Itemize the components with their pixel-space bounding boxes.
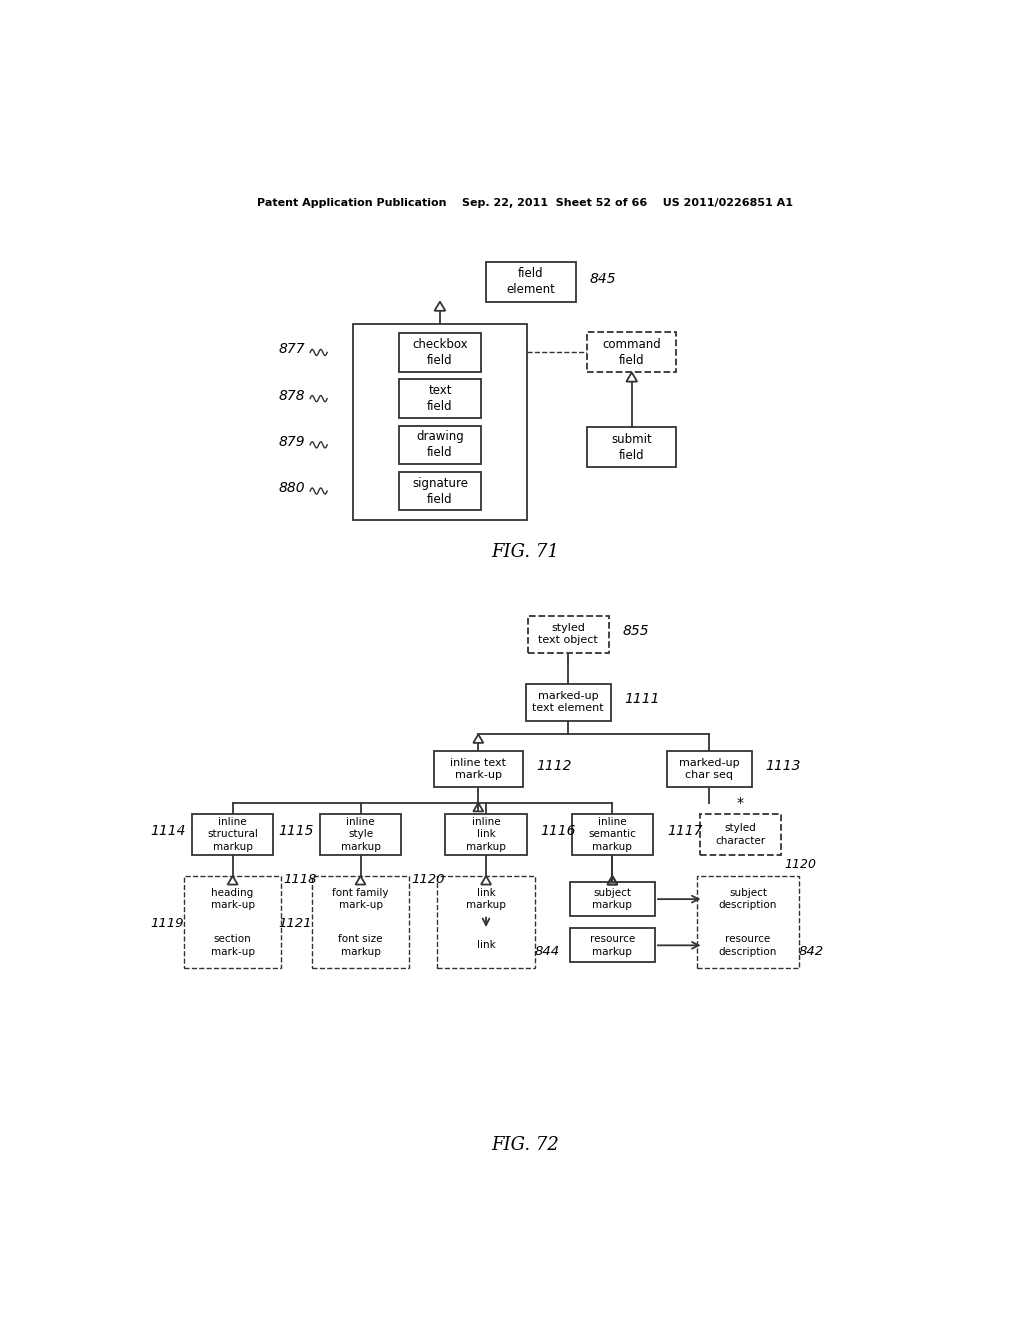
Text: 845: 845	[590, 272, 616, 285]
Text: 844: 844	[535, 945, 560, 958]
Text: 1113: 1113	[766, 759, 802, 774]
Text: 1115: 1115	[279, 825, 313, 838]
Text: inline
structural
markup: inline structural markup	[207, 817, 258, 851]
Text: *: *	[736, 796, 743, 810]
Text: submit
field: submit field	[611, 433, 652, 462]
Bar	[703, 882, 793, 916]
Text: 880: 880	[279, 480, 305, 495]
Text: 1116: 1116	[541, 825, 577, 838]
Text: 1120: 1120	[411, 874, 444, 887]
Bar	[699, 813, 781, 855]
Text: 1120: 1120	[784, 858, 817, 871]
Text: 1112: 1112	[537, 759, 572, 774]
Bar	[443, 928, 528, 962]
Bar	[183, 876, 282, 969]
Bar	[317, 882, 403, 916]
Text: 1121: 1121	[279, 917, 311, 931]
Text: signature
field: signature field	[412, 477, 468, 506]
Text: styled
text object: styled text object	[539, 623, 598, 645]
Bar	[434, 751, 523, 788]
Text: field
element: field element	[507, 267, 555, 296]
Text: subject
markup: subject markup	[593, 888, 632, 911]
Text: font size
markup: font size markup	[338, 935, 383, 957]
Text: 1118: 1118	[283, 874, 316, 887]
Bar	[352, 323, 527, 520]
Text: 1114: 1114	[151, 825, 185, 838]
Bar	[486, 261, 575, 302]
Text: resource
markup: resource markup	[590, 935, 635, 957]
Bar	[569, 882, 655, 916]
Bar	[399, 471, 480, 511]
Text: 1117: 1117	[667, 825, 702, 838]
Text: heading
mark-up: heading mark-up	[211, 888, 255, 911]
Bar	[191, 813, 273, 855]
Text: inline text
mark-up: inline text mark-up	[451, 758, 506, 780]
Bar	[445, 813, 526, 855]
Bar	[527, 615, 609, 653]
Text: marked-up
text element: marked-up text element	[532, 690, 604, 713]
Text: command
field: command field	[602, 338, 662, 367]
Bar	[317, 928, 403, 962]
Text: font family
mark-up: font family mark-up	[332, 888, 389, 911]
Bar	[437, 876, 535, 969]
Bar	[190, 928, 275, 962]
Bar	[569, 928, 655, 962]
Text: resource
description: resource description	[719, 935, 777, 957]
Text: 878: 878	[279, 388, 305, 403]
Text: link: link	[477, 940, 496, 950]
Bar	[703, 928, 793, 962]
Bar	[697, 876, 799, 969]
Text: link
markup: link markup	[466, 888, 506, 911]
Bar	[319, 813, 401, 855]
Text: styled
character: styled character	[715, 824, 765, 846]
Text: subject
description: subject description	[719, 888, 777, 911]
Bar	[525, 684, 611, 721]
Text: checkbox
field: checkbox field	[412, 338, 468, 367]
Text: 842: 842	[799, 945, 824, 958]
Bar	[190, 882, 275, 916]
Bar	[571, 813, 653, 855]
Bar	[667, 751, 752, 788]
Bar	[443, 882, 528, 916]
Bar	[399, 333, 480, 372]
Bar	[399, 379, 480, 418]
Text: 855: 855	[623, 624, 649, 638]
Text: inline
style
markup: inline style markup	[341, 817, 381, 851]
Text: 877: 877	[279, 342, 305, 356]
Text: inline
link
markup: inline link markup	[466, 817, 506, 851]
Text: Patent Application Publication    Sep. 22, 2011  Sheet 52 of 66    US 2011/02268: Patent Application Publication Sep. 22, …	[257, 198, 793, 209]
Text: drawing
field: drawing field	[416, 430, 464, 459]
Bar	[587, 333, 676, 372]
Bar	[311, 876, 410, 969]
Bar	[399, 425, 480, 465]
Text: marked-up
char seq: marked-up char seq	[679, 758, 739, 780]
Text: 1111: 1111	[625, 692, 660, 706]
Bar	[587, 428, 676, 467]
Text: section
mark-up: section mark-up	[211, 935, 255, 957]
Text: text
field: text field	[427, 384, 453, 413]
Text: FIG. 71: FIG. 71	[490, 544, 559, 561]
Text: 1119: 1119	[151, 917, 183, 931]
Text: inline
semantic
markup: inline semantic markup	[589, 817, 636, 851]
Text: FIG. 72: FIG. 72	[490, 1137, 559, 1154]
Text: 879: 879	[279, 434, 305, 449]
